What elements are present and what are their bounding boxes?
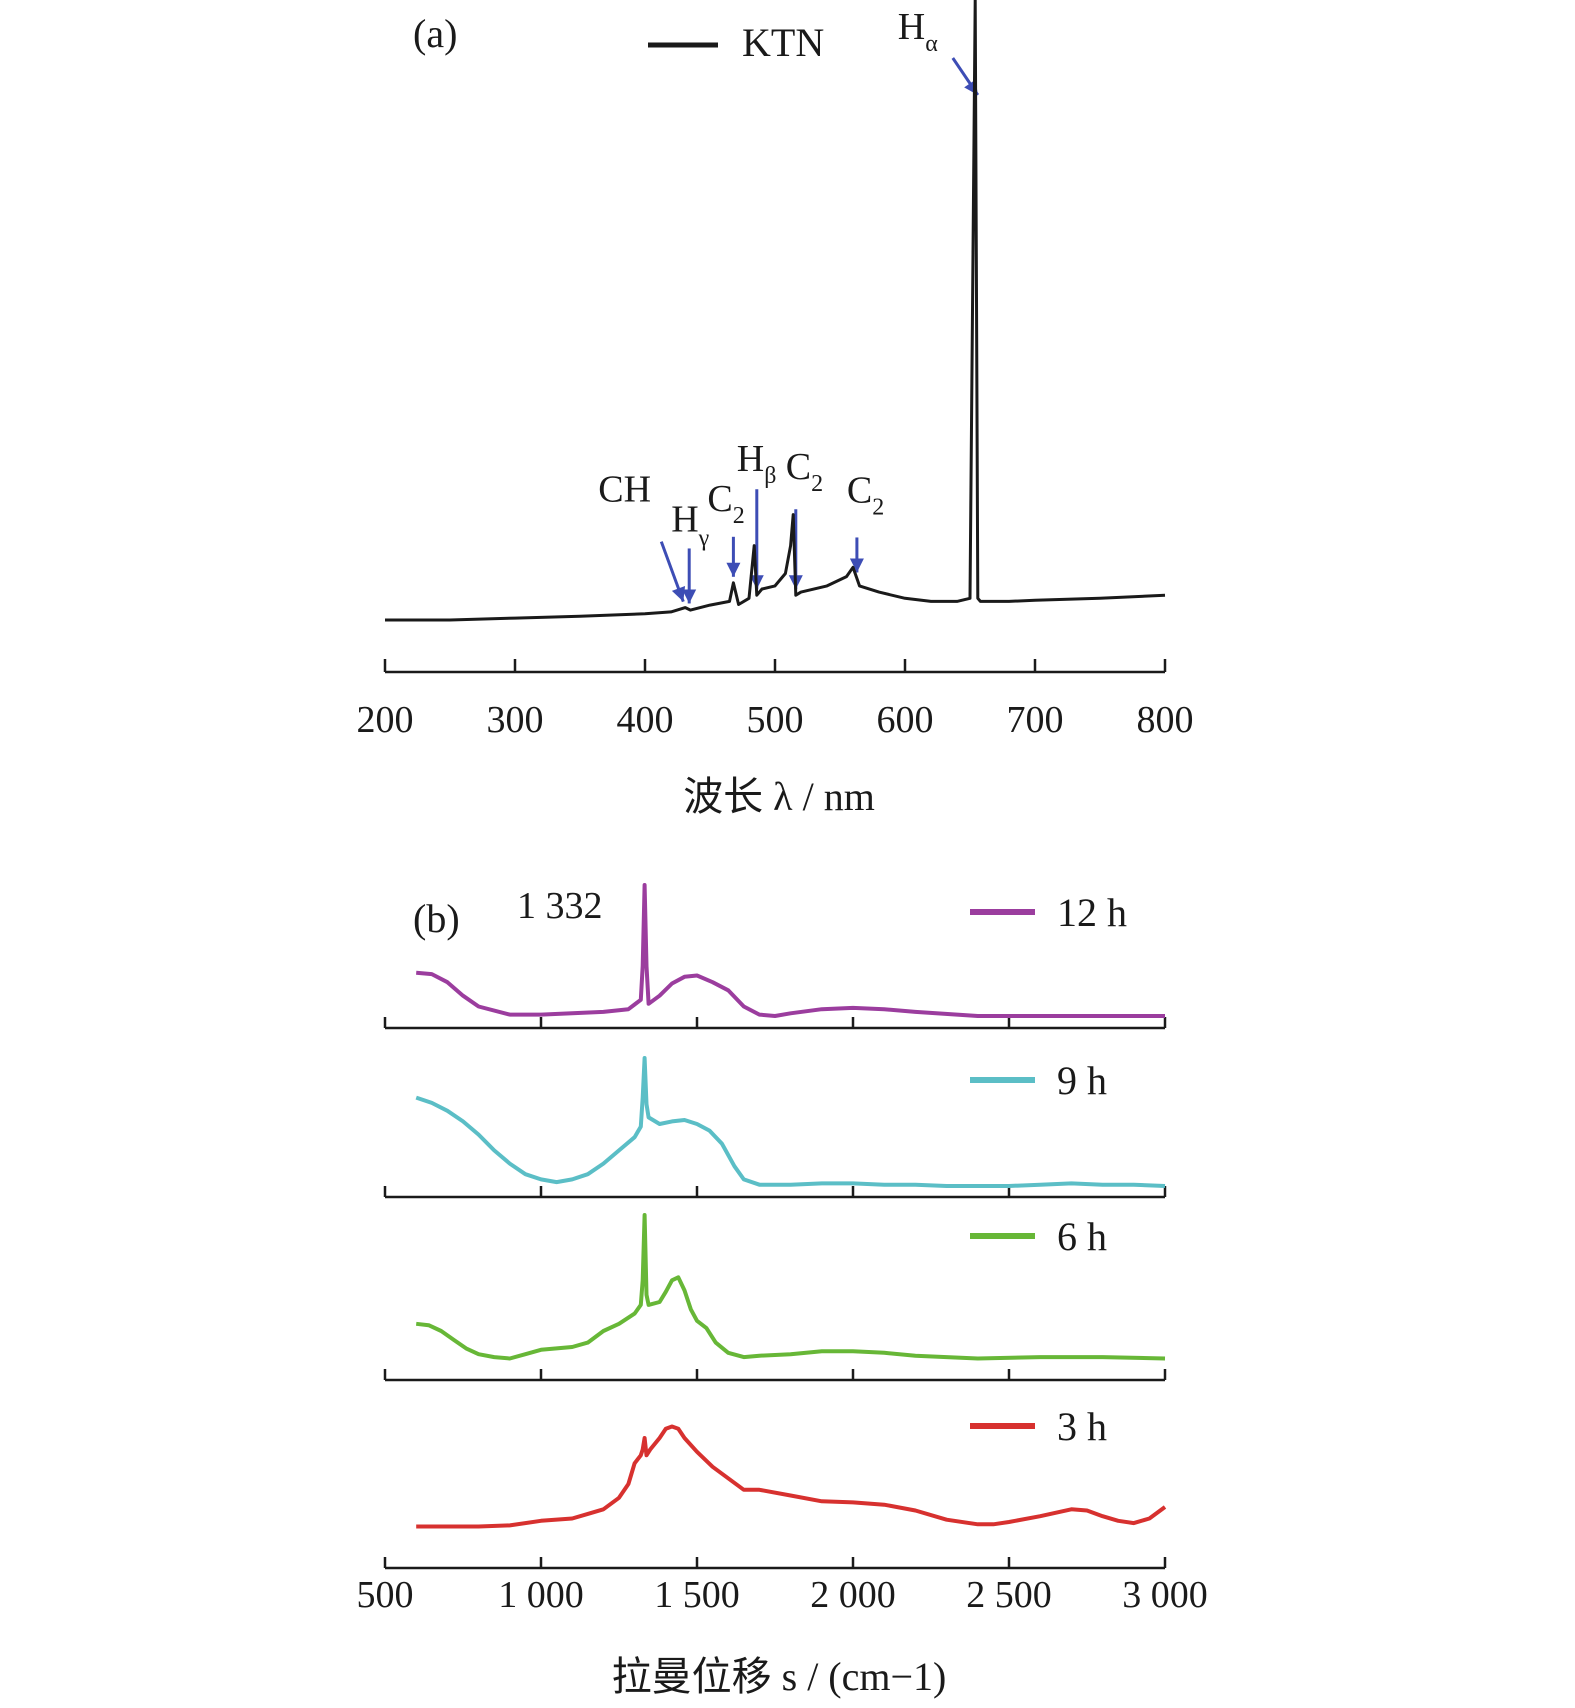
annotation-1-h-arrow-head [682,589,697,604]
plot-area-a [385,0,1166,622]
annotation-6-h-label-sub: α [925,31,938,57]
annotation-3-h-label: Hβ [737,438,777,489]
x-tick-label-b-500: 500 [357,1574,414,1616]
annotation-6-h-label-main: H [898,6,925,48]
annotation-2-c2-label-main: C [707,478,732,520]
legend-a: KTN [648,20,824,65]
x-tick-label-b-2500: 2 500 [966,1574,1052,1616]
annotation-1-h-label-sub: γ [698,525,710,551]
series-line-3-h [416,1424,1167,1529]
x-tick-label-b-3000: 3 000 [1122,1574,1208,1616]
annotation-2-c2-arrow [726,536,741,577]
legend-label-3-h: 3 h [1057,1404,1107,1449]
annotation-5-c2-label: C2 [847,469,884,520]
annotation-3-h-label-sub: β [764,463,776,489]
x-axis-a: 200 300 400 500 600 700 800 [357,659,1194,741]
stacked-plots-b: 12 h 9 h 6 h 3 h [383,883,1167,1570]
x-tick-label-a-200: 200 [357,699,414,741]
x-axis-b: 500 1 000 1 500 2 000 2 500 3 000 [357,1574,1208,1616]
x-tick-label-a-400: 400 [617,699,674,741]
x-tick-label-b-1000: 1 000 [498,1574,584,1616]
annotation-6-h-label: Hα [898,6,938,57]
x-axis-title-a: 波长 λ / nm [683,774,875,819]
annotation-4-c2-label-main: C [786,446,811,488]
annotation-0-ch-arrow-head [671,586,686,602]
legend-label-6-h: 6 h [1057,1214,1107,1259]
annotation-5-c2-label-main: C [847,469,872,511]
series-line-12-h [416,883,1165,1018]
annotation-5-c2-label-sub: 2 [872,494,884,520]
annotation-2-c2-arrow-head [726,562,741,577]
series-line-6-h [415,1213,1166,1361]
annotation-4-c2-label: C2 [786,446,823,497]
x-tick-label-a-600: 600 [877,699,934,741]
annotation-1-h-label: Hγ [671,498,709,551]
annotation-3-h-label-main: H [737,438,764,480]
annotation-1-h-arrow [682,548,697,604]
peak-1332-label: 1 332 [517,885,603,927]
panel-a-label: (a) [413,11,457,56]
annotation-0-ch-label-main: CH [598,469,651,511]
x-tick-label-a-300: 300 [487,699,544,741]
x-tick-label-b-1500: 1 500 [654,1574,740,1616]
legend-label-12-h: 12 h [1057,890,1127,935]
panel-b-label: (b) [413,896,460,941]
annotation-1-h-label-main: H [671,498,698,540]
legend-label-9-h: 9 h [1057,1058,1107,1103]
x-tick-label-a-500: 500 [747,699,804,741]
annotation-2-c2-label-sub: 2 [733,503,745,529]
annotation-4-c2-label-sub: 2 [811,471,823,497]
panel-b: (b) 1 332 12 h 9 h 6 h 3 h 500 1 000 1 500 2 0… [357,883,1208,1699]
x-tick-label-b-2000: 2 000 [810,1574,896,1616]
x-tick-label-a-700: 700 [1007,699,1064,741]
series-line-9-h [415,1056,1166,1188]
legend-a-label: KTN [742,20,824,65]
x-tick-label-a-800: 800 [1137,699,1194,741]
x-axis-title-b: 拉曼位移 s / (cm−1) [612,1654,947,1699]
annotation-5-c2-arrow-head [849,558,864,573]
annotation-0-ch-arrow [659,541,686,603]
annotation-2-c2-label: C2 [707,478,744,529]
annotation-5-c2-arrow [849,537,864,573]
annotation-0-ch-label: CH [598,469,651,511]
series-line-ktn [385,0,1166,622]
